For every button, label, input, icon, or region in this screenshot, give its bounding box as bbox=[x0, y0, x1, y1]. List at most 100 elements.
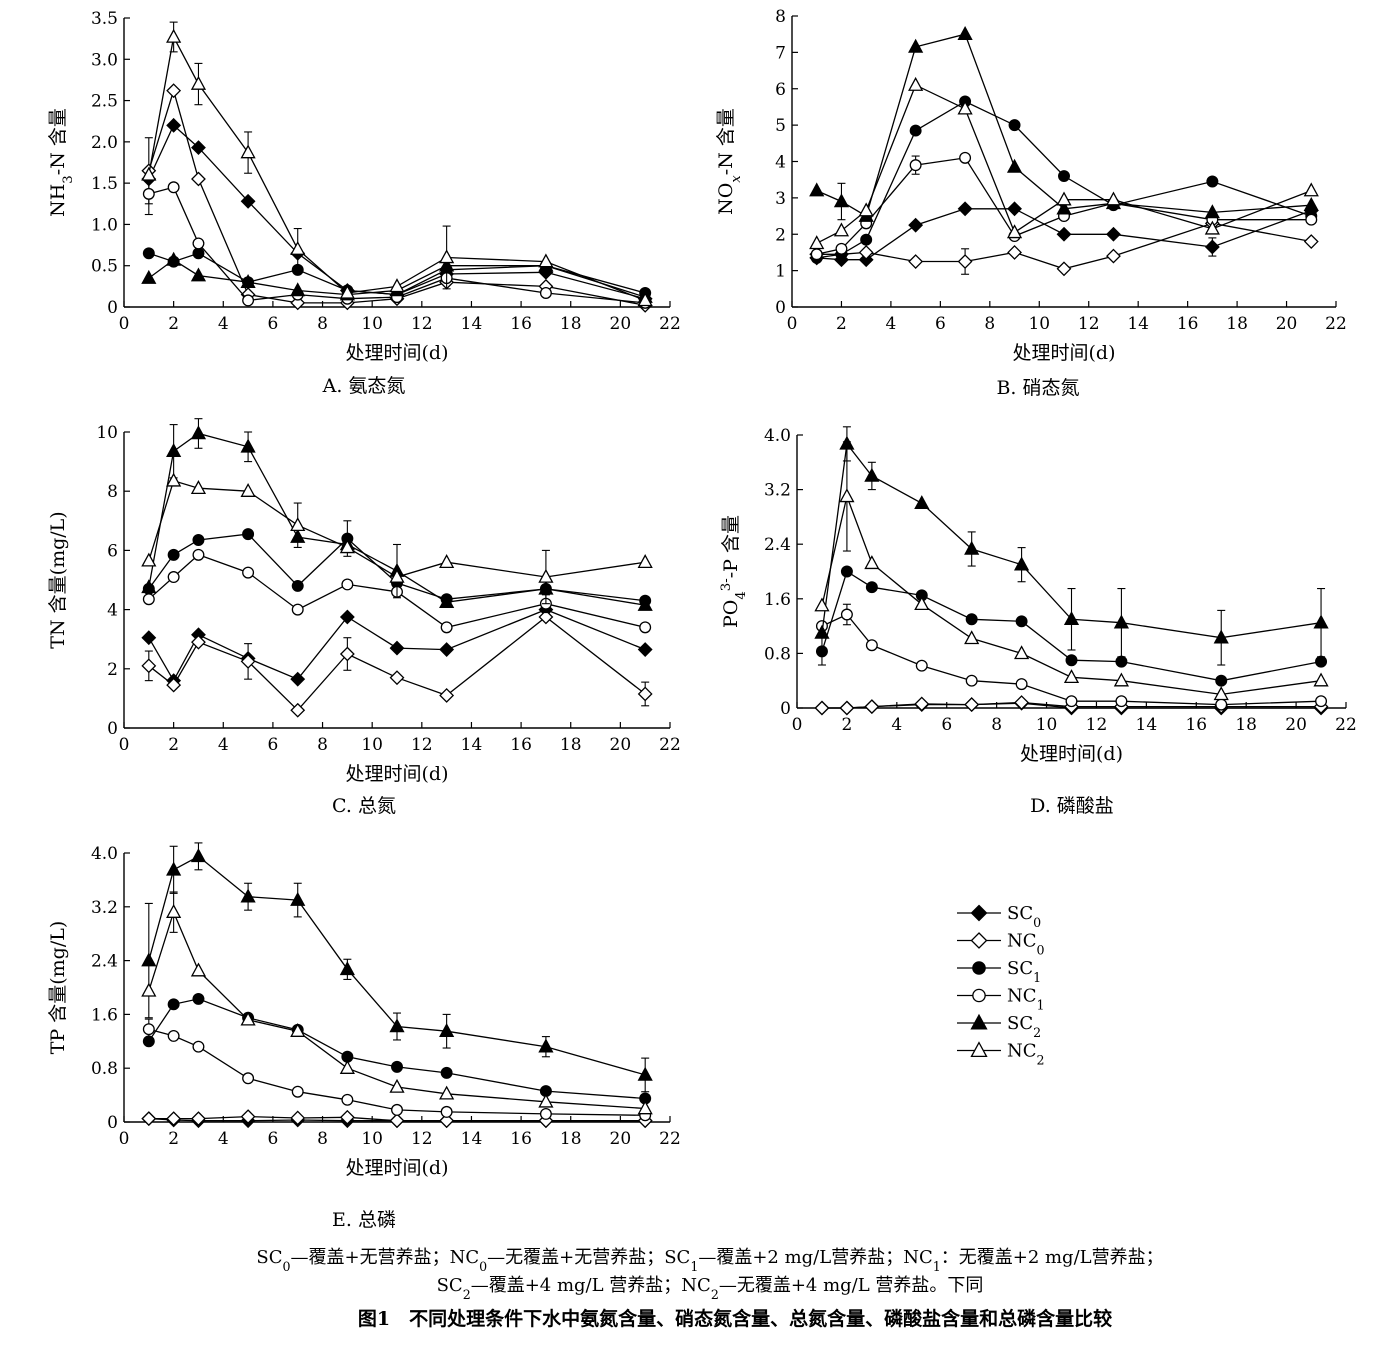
data-point-NC0 bbox=[964, 697, 980, 713]
x-tick-label: 12 bbox=[1086, 715, 1108, 735]
data-point-NC0 bbox=[858, 245, 874, 260]
y-tick-label: 2.0 bbox=[91, 133, 118, 153]
x-tick-label: 20 bbox=[1276, 314, 1298, 334]
data-point-NC0 bbox=[240, 653, 256, 669]
data-point-NC2 bbox=[833, 222, 850, 237]
data-point-NC2 bbox=[839, 488, 855, 503]
series-line-NC2 bbox=[148, 35, 646, 302]
data-point-NC0 bbox=[957, 254, 973, 269]
data-point-NC2 bbox=[1063, 669, 1080, 684]
data-point-NC0 bbox=[1056, 261, 1072, 277]
data-point-SC2 bbox=[864, 467, 880, 482]
data-point-NC0 bbox=[191, 634, 206, 650]
data-point-SC2 bbox=[908, 38, 924, 53]
data-point-NC2 bbox=[864, 555, 880, 570]
y-tick-label: 3.2 bbox=[764, 481, 791, 501]
legend-marker-SC2 bbox=[970, 1013, 988, 1030]
data-point-NC2 bbox=[538, 568, 554, 583]
x-tick-label: 16 bbox=[510, 1129, 532, 1149]
data-point-NC1 bbox=[242, 294, 255, 307]
data-point-SC2 bbox=[1056, 200, 1072, 215]
y-tick-label: 1.6 bbox=[91, 1005, 118, 1025]
data-point-NC0 bbox=[166, 677, 182, 693]
x-tick-label: 6 bbox=[935, 314, 946, 334]
y-tick-label: 8 bbox=[775, 7, 786, 27]
data-point-NC1 bbox=[167, 181, 180, 194]
data-point-SC1 bbox=[167, 998, 180, 1011]
data-point-NC1 bbox=[291, 603, 304, 616]
x-tick-label: 16 bbox=[510, 735, 532, 755]
panel-caption: B. 硝态氮 bbox=[996, 377, 1079, 399]
data-point-SC1 bbox=[291, 579, 304, 592]
y-tick-label: 6 bbox=[775, 80, 786, 100]
data-point-SC1 bbox=[440, 1066, 453, 1079]
x-tick-label: 4 bbox=[891, 715, 902, 735]
data-point-NC2 bbox=[957, 100, 973, 115]
series-line-NC0 bbox=[148, 1115, 646, 1122]
data-point-SC0 bbox=[637, 642, 653, 657]
data-point-NC1 bbox=[192, 548, 205, 561]
data-point-NC1 bbox=[391, 1103, 403, 1116]
data-point-NC2 bbox=[637, 1100, 653, 1115]
data-point-NC2 bbox=[240, 483, 256, 497]
data-point-NC1 bbox=[1065, 695, 1078, 708]
legend-item-SC0: SC0 bbox=[957, 903, 1041, 930]
y-tick-label: 1.5 bbox=[91, 174, 118, 194]
data-point-SC0 bbox=[166, 117, 182, 133]
y-tick-label: 2 bbox=[107, 660, 118, 680]
data-point-SC0 bbox=[908, 217, 924, 233]
data-point-SC1 bbox=[965, 613, 978, 626]
data-point-NC1 bbox=[242, 566, 255, 579]
data-point-NC1 bbox=[192, 237, 205, 250]
data-point-SC2 bbox=[141, 952, 157, 967]
data-point-SC2 bbox=[1204, 204, 1220, 219]
series-line-NC0 bbox=[822, 701, 1321, 709]
data-point-NC0 bbox=[290, 702, 306, 718]
y-tick-label: 4.0 bbox=[91, 844, 118, 864]
x-axis-label: 处理时间(d) bbox=[346, 342, 449, 364]
data-point-NC2 bbox=[339, 539, 355, 554]
data-point-SC2 bbox=[290, 282, 306, 297]
data-point-NC0 bbox=[439, 1113, 455, 1129]
y-tick-label: 0 bbox=[775, 298, 786, 318]
data-point-SC0 bbox=[1106, 226, 1121, 242]
y-tick-label: 8 bbox=[107, 482, 118, 502]
series-SC2 bbox=[814, 426, 1329, 666]
y-tick-label: 1.6 bbox=[764, 590, 791, 610]
y-tick-label: 3.2 bbox=[91, 898, 118, 918]
x-tick-label: 22 bbox=[1335, 715, 1357, 735]
data-point-NC2 bbox=[339, 1060, 355, 1074]
data-point-NC0 bbox=[814, 700, 830, 716]
data-point-SC2 bbox=[141, 269, 157, 284]
data-point-NC0 bbox=[339, 1109, 355, 1125]
legend-marker-SC1 bbox=[972, 961, 986, 975]
series-line-SC2 bbox=[148, 259, 646, 298]
series-NC2 bbox=[809, 76, 1319, 250]
data-point-NC2 bbox=[240, 1011, 256, 1026]
data-point-NC1 bbox=[840, 608, 853, 621]
data-point-NC2 bbox=[290, 1023, 306, 1037]
legend-marker-SC0 bbox=[970, 904, 988, 922]
legend-label: SC2 bbox=[1007, 1013, 1041, 1040]
x-tick-label: 14 bbox=[461, 314, 483, 334]
data-point-NC0 bbox=[908, 254, 924, 269]
data-point-NC0 bbox=[389, 670, 405, 686]
series-NC2 bbox=[141, 21, 653, 307]
x-tick-label: 0 bbox=[119, 1129, 130, 1149]
data-point-NC1 bbox=[810, 248, 823, 261]
y-tick-label: 2.4 bbox=[764, 535, 791, 555]
data-point-NC2 bbox=[908, 76, 924, 91]
x-tick-label: 20 bbox=[610, 1129, 632, 1149]
data-point-NC0 bbox=[191, 171, 206, 187]
data-point-NC2 bbox=[389, 1078, 405, 1093]
panel-caption: C. 总氮 bbox=[332, 795, 396, 817]
data-point-SC2 bbox=[809, 182, 825, 197]
data-point-NC1 bbox=[167, 571, 180, 584]
data-point-NC2 bbox=[389, 568, 405, 583]
x-tick-label: 16 bbox=[1185, 715, 1207, 735]
data-point-SC2 bbox=[1213, 629, 1229, 644]
y-tick-label: 0 bbox=[107, 719, 118, 739]
x-tick-label: 16 bbox=[510, 314, 532, 334]
